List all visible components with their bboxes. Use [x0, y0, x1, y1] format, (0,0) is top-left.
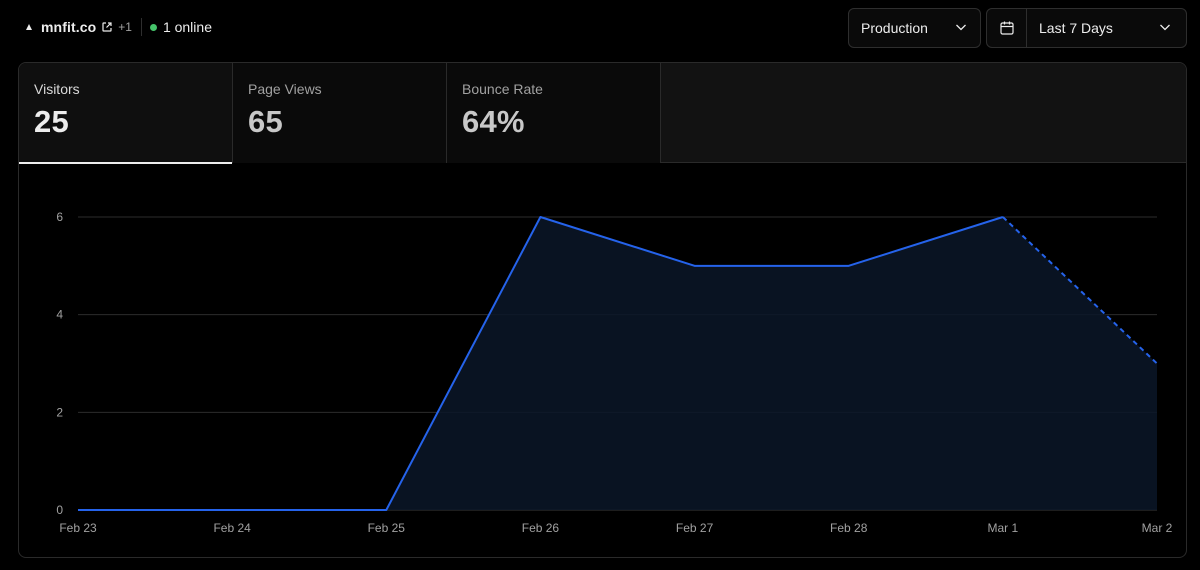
x-tick-label: Feb 28: [830, 521, 868, 535]
chevron-down-icon: [1158, 20, 1172, 37]
metric-tabs: Visitors 25 Page Views 65 Bounce Rate 64…: [19, 63, 1186, 164]
header: mnfit.co +1 1 online Production: [0, 0, 1200, 56]
divider: [140, 18, 142, 36]
date-range-field[interactable]: Last 7 Days: [1027, 20, 1186, 37]
x-tick-label: Mar 2: [1142, 521, 1173, 535]
triangle-icon: [26, 23, 32, 30]
tab-label: Bounce Rate: [462, 81, 543, 97]
tab-label: Page Views: [248, 81, 322, 97]
x-tick-label: Feb 24: [213, 521, 251, 535]
y-tick-label: 0: [56, 503, 63, 517]
tab-bounce-rate[interactable]: Bounce Rate 64%: [447, 63, 661, 163]
online-count: 1 online: [162, 19, 212, 35]
date-range-select[interactable]: Last 7 Days: [986, 8, 1187, 48]
tab-value: 64%: [462, 104, 525, 139]
analytics-panel: Visitors 25 Page Views 65 Bounce Rate 64…: [18, 62, 1187, 558]
x-tick-label: Feb 23: [59, 521, 97, 535]
y-tick-label: 2: [56, 405, 63, 419]
external-link-icon[interactable]: [101, 21, 113, 33]
environment-value: Production: [861, 20, 928, 36]
x-tick-label: Feb 26: [522, 521, 560, 535]
tab-value: 25: [34, 104, 69, 139]
y-tick-label: 4: [56, 308, 63, 322]
x-tick-label: Feb 27: [676, 521, 714, 535]
chart-svg: 0 2 4 6 Feb 23 Feb 24 Feb 25 Feb 26 Feb 27 Feb 28…: [56, 210, 1173, 535]
y-tick-label: 6: [56, 210, 63, 224]
extra-sites-count[interactable]: +1: [118, 20, 132, 34]
area-fill: [78, 217, 1157, 510]
visitors-chart: 0 2 4 6 Feb 23 Feb 24 Feb 25 Feb 26 Feb 27 Feb 28…: [19, 163, 1186, 557]
tab-label: Visitors: [34, 81, 80, 97]
tab-page-views[interactable]: Page Views 65: [233, 63, 447, 163]
site-selector[interactable]: mnfit.co +1 1 online: [26, 17, 212, 37]
tab-value: 65: [248, 104, 283, 139]
date-range-value: Last 7 Days: [1039, 20, 1113, 36]
tab-visitors[interactable]: Visitors 25: [19, 63, 233, 164]
site-name[interactable]: mnfit.co: [41, 19, 97, 35]
series-line: [78, 216, 1004, 511]
x-tick-label: Mar 1: [988, 521, 1019, 535]
tabs-filler: [661, 63, 1186, 162]
calendar-icon[interactable]: [987, 9, 1027, 47]
chevron-down-icon: [954, 20, 968, 37]
x-tick-label: Feb 25: [368, 521, 406, 535]
online-dot-icon: [149, 23, 157, 31]
environment-select[interactable]: Production: [848, 8, 981, 48]
